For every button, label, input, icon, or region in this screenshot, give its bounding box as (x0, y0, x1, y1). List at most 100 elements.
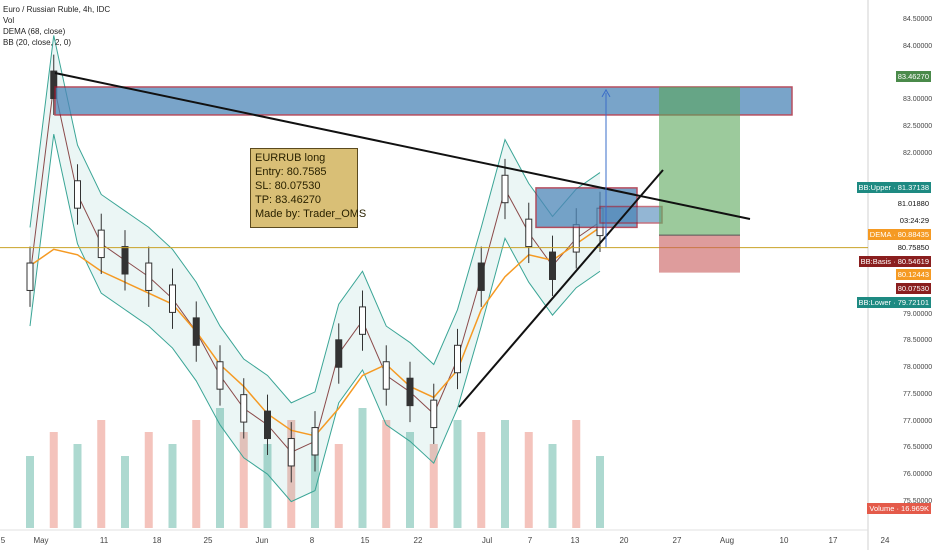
time-tick-label: 8 (309, 536, 315, 545)
volume-bar (524, 432, 533, 528)
time-tick-label: 27 (672, 536, 682, 545)
price-tick-label: 78.00000 (903, 364, 932, 371)
volume-bar (548, 444, 557, 528)
legend-dema: DEMA (68, close) (3, 27, 66, 36)
price-tick-label: 82.00000 (903, 150, 932, 157)
candle-body (192, 317, 200, 346)
candle-body (50, 70, 58, 99)
candle-body (287, 438, 295, 467)
volume-bar (97, 420, 106, 528)
candle-body (359, 306, 366, 335)
note-line: Made by: Trader_OMS (255, 208, 367, 220)
price-tick-label: 76.50000 (903, 444, 932, 451)
time-tick-label: Aug (719, 536, 735, 545)
time-tick-label: 15 (360, 536, 370, 545)
candle-body (430, 399, 438, 429)
time-tick-label: May (33, 536, 49, 545)
bb-upper-line (29, 35, 601, 404)
price-tick-label: 75.50000 (903, 498, 932, 505)
volume-bar (73, 444, 82, 528)
candle-body (169, 284, 176, 313)
note-line: Entry: 80.7585 (255, 166, 327, 178)
volume-bar (596, 456, 604, 528)
note-line: EURRUB long (255, 152, 326, 164)
price-tick-label: 78.50000 (903, 337, 932, 344)
volume-bars (26, 408, 604, 528)
candle-body (525, 218, 533, 248)
candle-body (477, 262, 485, 291)
loss-zone (659, 235, 740, 273)
badge-last-price: 81.01880 (895, 198, 931, 209)
time-tick-label: 5 (0, 536, 6, 545)
time-tick-label: Jul (481, 536, 493, 545)
volume-bar (382, 420, 391, 528)
volume-bar (429, 444, 438, 528)
badge-take-profit: 83.46270 (895, 71, 931, 82)
bb-lower-line (29, 134, 601, 503)
price-tick-label: 84.50000 (903, 16, 932, 23)
candle-body (97, 229, 105, 259)
trade-note[interactable]: EURRUB long Entry: 80.7585 SL: 80.07530 … (250, 148, 367, 228)
time-tick-label: 17 (828, 536, 838, 545)
time-tick-label: 13 (570, 536, 580, 545)
chart-legend: Euro / Russian Ruble, 4h, IDC Vol DEMA (… (3, 4, 110, 48)
price-tick-label: 83.00000 (903, 96, 932, 103)
volume-bar (216, 408, 224, 528)
note-line: TP: 83.46270 (255, 194, 322, 206)
candle-body (240, 394, 248, 423)
entry-box (599, 205, 663, 224)
volume-bar (263, 444, 272, 528)
time-tick-label: 25 (203, 536, 213, 545)
badge-entry: 80.75850 (895, 242, 931, 253)
candle-body (501, 174, 509, 204)
price-tick-label: 82.50000 (903, 123, 932, 130)
descending-trendline (54, 72, 751, 220)
badge-bb-basis: BB:Basis · 80.54619 (858, 256, 931, 267)
time-tick-label: 7 (527, 536, 533, 545)
candle-body (216, 361, 224, 390)
time-tick-label: 24 (880, 536, 890, 545)
price-tick-label: 76.00000 (903, 471, 932, 478)
volume-bar (453, 420, 462, 528)
badge-stop-loss: 80.07530 (895, 283, 931, 294)
volume-bar (501, 420, 509, 528)
legend-vol: Vol (3, 16, 15, 25)
candle-body (264, 410, 271, 440)
time-tick-label: Jun (255, 536, 269, 545)
badge-bb-upper: BB:Upper · 81.37138 (856, 182, 931, 193)
volume-bar (334, 444, 343, 528)
time-tick-label: 10 (779, 536, 789, 545)
time-tick-label: 11 (99, 536, 109, 545)
candle-body (74, 180, 81, 209)
legend-bb: BB (20, close, 2, 0) (3, 38, 72, 47)
candle-body (335, 339, 343, 368)
price-tick-label: 79.00000 (903, 311, 932, 318)
volume-bar (358, 408, 367, 528)
badge-level: 80.12443 (895, 269, 931, 280)
volume-bar (49, 432, 58, 528)
ascending-trendline (458, 169, 664, 408)
price-tick-label: 77.50000 (903, 391, 932, 398)
target-arrow-head (601, 88, 611, 98)
candle-body (454, 344, 461, 374)
volume-bar (192, 420, 201, 528)
volume-bar (239, 432, 248, 528)
volume-bar (144, 432, 153, 528)
volume-bar (26, 456, 34, 528)
drawings (0, 72, 868, 408)
candle-body (382, 361, 390, 390)
volume-bar (406, 432, 414, 528)
volume-bar (477, 432, 486, 528)
candle-body (549, 251, 556, 280)
badge-dema: DEMA · 80.88435 (867, 229, 931, 240)
badge-countdown: 03:24:29 (897, 215, 931, 226)
candle-body (26, 262, 34, 291)
volume-bar (311, 432, 319, 528)
time-tick-label: 22 (413, 536, 423, 545)
legend-symbol: Euro / Russian Ruble, 4h, IDC (3, 5, 111, 14)
candle-body (145, 262, 153, 291)
price-tick-label: 77.00000 (903, 418, 932, 425)
note-line: SL: 80.07530 (255, 180, 321, 192)
